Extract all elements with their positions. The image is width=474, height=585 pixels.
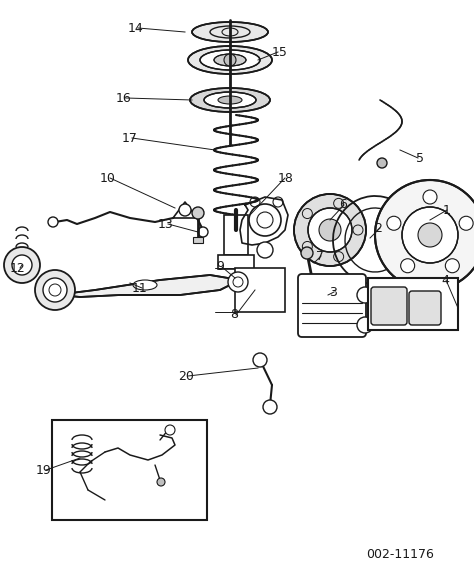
Circle shape <box>294 194 366 266</box>
Circle shape <box>263 400 277 414</box>
Text: 3: 3 <box>329 285 337 298</box>
FancyBboxPatch shape <box>371 287 407 325</box>
Text: 5: 5 <box>416 152 424 164</box>
Text: 002-11176: 002-11176 <box>366 549 434 562</box>
Ellipse shape <box>204 92 256 108</box>
Bar <box>218 255 254 269</box>
FancyBboxPatch shape <box>298 274 366 337</box>
Text: 18: 18 <box>278 171 294 184</box>
Ellipse shape <box>218 96 242 104</box>
Ellipse shape <box>214 54 246 66</box>
Ellipse shape <box>200 50 260 70</box>
Circle shape <box>12 255 32 275</box>
Text: 20: 20 <box>178 370 194 383</box>
Text: 9: 9 <box>216 260 224 274</box>
Ellipse shape <box>192 22 268 42</box>
Circle shape <box>4 247 40 283</box>
Ellipse shape <box>190 88 270 112</box>
Circle shape <box>357 317 373 333</box>
Circle shape <box>375 180 474 290</box>
Circle shape <box>357 287 373 303</box>
Circle shape <box>418 223 442 247</box>
Circle shape <box>257 242 273 258</box>
Circle shape <box>459 216 473 230</box>
Circle shape <box>198 227 208 237</box>
Circle shape <box>319 219 341 241</box>
Text: 11: 11 <box>132 281 148 294</box>
Circle shape <box>253 353 267 367</box>
Text: 13: 13 <box>158 218 174 230</box>
Circle shape <box>387 216 401 230</box>
Text: 16: 16 <box>116 91 132 105</box>
Text: 12: 12 <box>10 261 26 274</box>
Bar <box>235 268 285 312</box>
Circle shape <box>401 259 415 273</box>
Circle shape <box>35 270 75 310</box>
Circle shape <box>192 207 204 219</box>
Circle shape <box>377 158 387 168</box>
Circle shape <box>423 190 437 204</box>
Circle shape <box>165 425 175 435</box>
Circle shape <box>249 204 281 236</box>
Text: 15: 15 <box>272 46 288 59</box>
Text: 17: 17 <box>122 132 138 144</box>
Circle shape <box>446 259 459 273</box>
Circle shape <box>179 204 191 216</box>
Text: 8: 8 <box>230 308 238 322</box>
Bar <box>224 215 248 255</box>
Text: 19: 19 <box>36 463 52 477</box>
Text: 4: 4 <box>441 274 449 287</box>
Bar <box>52 420 207 520</box>
Circle shape <box>157 478 165 486</box>
Text: 14: 14 <box>128 22 144 35</box>
Text: 1: 1 <box>443 204 451 216</box>
FancyBboxPatch shape <box>409 291 441 325</box>
PathPatch shape <box>55 275 240 297</box>
Bar <box>193 237 203 243</box>
Text: 6: 6 <box>339 198 347 212</box>
Circle shape <box>43 278 67 302</box>
Circle shape <box>301 247 313 259</box>
Text: 2: 2 <box>374 222 382 235</box>
Circle shape <box>402 207 458 263</box>
Circle shape <box>224 54 236 66</box>
Text: 7: 7 <box>316 249 324 263</box>
Circle shape <box>48 217 58 227</box>
Bar <box>368 278 458 330</box>
Circle shape <box>308 208 352 252</box>
Ellipse shape <box>188 46 272 74</box>
Text: 10: 10 <box>100 171 116 184</box>
Ellipse shape <box>133 280 157 290</box>
Circle shape <box>228 272 248 292</box>
